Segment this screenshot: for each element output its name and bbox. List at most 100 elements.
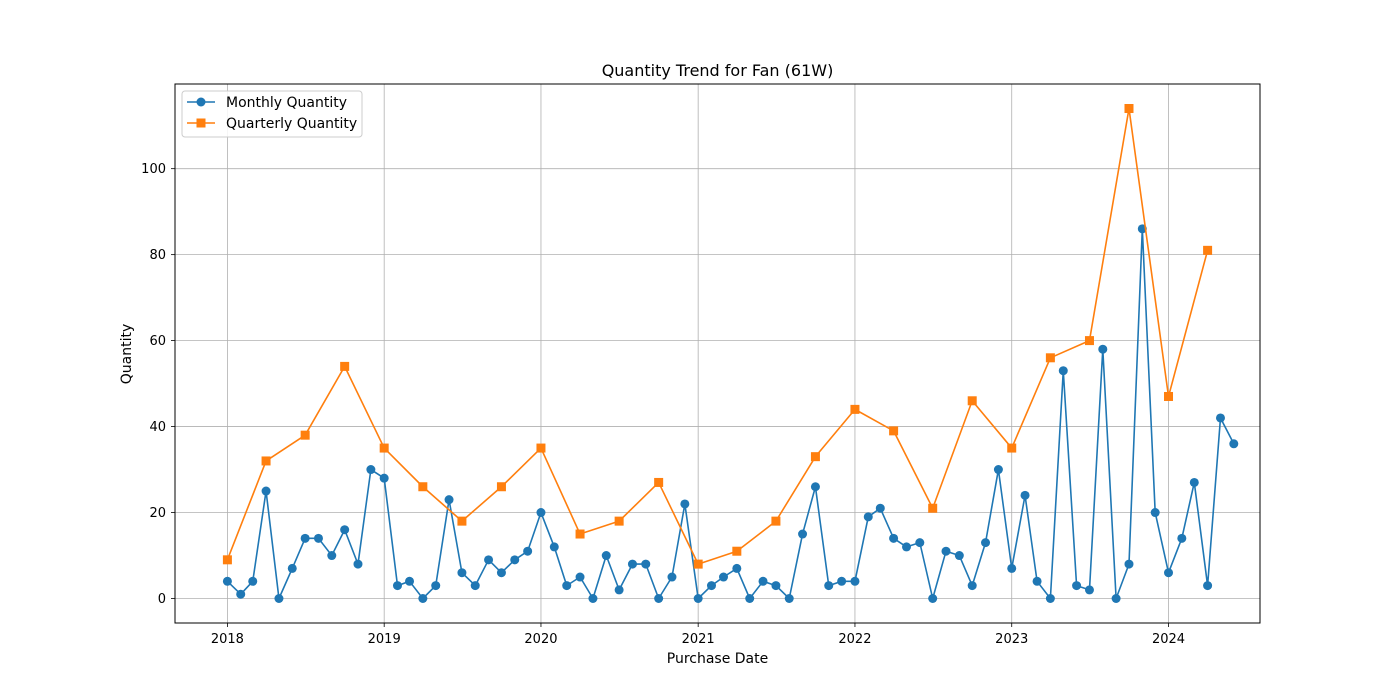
data-point [693, 559, 703, 569]
data-point [1150, 508, 1160, 518]
data-point [457, 568, 467, 578]
data-point [928, 503, 938, 513]
data-point [1045, 594, 1055, 603]
data-point [732, 563, 742, 573]
data-point [967, 581, 977, 591]
x-tick-label: 2023 [995, 632, 1028, 647]
data-point [327, 551, 337, 561]
data-point [287, 563, 297, 573]
data-point [1124, 559, 1134, 569]
data-point [1177, 533, 1187, 543]
x-tick-label: 2021 [682, 632, 715, 647]
data-point [313, 533, 323, 543]
data-point [680, 499, 690, 509]
data-point [222, 555, 232, 565]
data-point [1058, 366, 1068, 376]
data-point [967, 396, 977, 406]
data-point [627, 559, 637, 569]
x-tick-label: 2020 [524, 632, 557, 647]
legend-label: Monthly Quantity [226, 95, 347, 111]
data-point [1164, 391, 1174, 401]
data-point [274, 594, 284, 603]
legend-label: Quarterly Quantity [226, 116, 357, 132]
data-point [1203, 245, 1213, 255]
data-point [850, 576, 860, 586]
data-point [667, 572, 677, 582]
data-point [850, 404, 860, 414]
data-point [366, 465, 376, 475]
data-point [248, 576, 258, 586]
data-point [654, 477, 664, 487]
data-point [405, 576, 415, 586]
data-point [496, 482, 506, 492]
data-point [981, 538, 991, 548]
data-point [824, 581, 834, 591]
data-point [954, 551, 964, 561]
data-point [536, 508, 546, 518]
y-axis-label: Quantity [119, 324, 135, 385]
data-point [614, 585, 624, 595]
series-1 [222, 224, 1239, 603]
data-point [418, 594, 428, 603]
data-point [536, 443, 546, 453]
y-tick-label: 100 [141, 162, 166, 177]
y-tick-label: 40 [149, 420, 166, 435]
data-point [444, 495, 454, 505]
data-point [1084, 585, 1094, 595]
legend-marker [196, 97, 206, 107]
data-point [784, 594, 794, 603]
y-tick-label: 0 [158, 592, 166, 607]
data-point [693, 594, 703, 603]
data-point [1189, 477, 1199, 487]
data-point [1007, 563, 1017, 573]
y-tick-label: 20 [149, 506, 166, 521]
data-point [379, 443, 389, 453]
data-point [1020, 490, 1030, 500]
data-point [1111, 594, 1121, 603]
data-point [340, 525, 350, 535]
data-point [523, 546, 533, 556]
data-point [457, 516, 467, 526]
data-point [1215, 413, 1225, 423]
x-tick-label: 2019 [368, 632, 401, 647]
data-point [706, 581, 716, 591]
data-point [575, 529, 585, 539]
data-point [549, 542, 559, 552]
data-point [941, 546, 951, 556]
data-point [1045, 353, 1055, 363]
grid-layer [175, 84, 1260, 623]
data-point [1007, 443, 1017, 453]
y-tick-label: 60 [149, 334, 166, 349]
data-point [1203, 581, 1213, 591]
data-point [641, 559, 651, 569]
data-point [1164, 568, 1174, 578]
plot-frame [174, 83, 1261, 624]
x-tick-label: 2024 [1152, 632, 1185, 647]
data-point [732, 546, 742, 556]
data-point [745, 594, 755, 603]
data-point [993, 465, 1003, 475]
data-point [915, 538, 925, 548]
data-point [889, 533, 899, 543]
data-point [431, 581, 441, 591]
x-tick-label: 2022 [838, 632, 871, 647]
data-point [810, 482, 820, 492]
data-point [418, 482, 428, 492]
data-point [1098, 344, 1108, 354]
legend-marker [196, 118, 206, 128]
data-point [863, 512, 873, 522]
data-point [837, 576, 847, 586]
data-point [719, 572, 729, 582]
legend: Monthly Quantity Quarterly Quantity [181, 90, 363, 138]
data-point [222, 576, 232, 586]
chart-title: Quantity Trend for Fan (61W) [602, 61, 834, 80]
data-point [484, 555, 494, 565]
data-point [1072, 581, 1082, 591]
data-point [614, 516, 624, 526]
data-point [562, 581, 572, 591]
data-point [470, 581, 480, 591]
x-axis-label: Purchase Date [667, 651, 769, 667]
data-point [758, 576, 768, 586]
data-point [261, 486, 271, 496]
